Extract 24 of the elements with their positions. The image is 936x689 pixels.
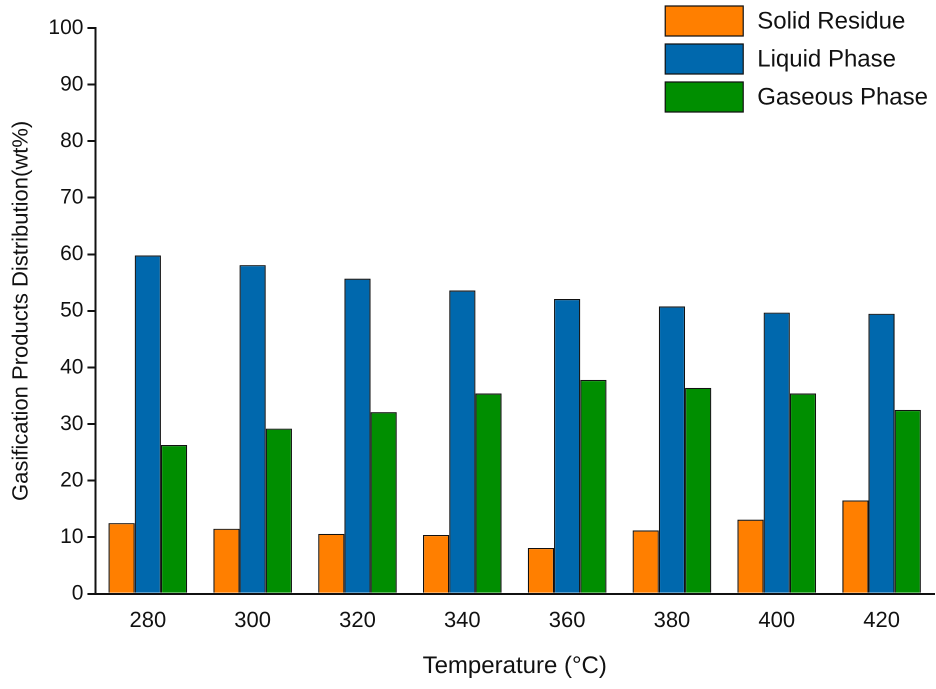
x-tick-label: 340 [444,607,481,632]
y-tick-label: 40 [60,355,84,378]
x-tick-label: 380 [654,607,690,632]
x-tick-label: 420 [863,607,900,632]
y-tick-label: 0 [72,582,84,605]
legend-label: Solid Residue [757,8,906,35]
x-tick-label: 300 [234,607,272,632]
y-tick-label: 80 [60,128,84,152]
y-tick-label: 20 [60,468,84,492]
y-tick-label: 10 [60,525,84,548]
y-axis-title: Gasification Products Distribution(wt%) [7,120,32,502]
x-axis-title: Temperature (°C) [422,652,607,680]
y-tick-label: 100 [48,16,84,39]
legend-label: Liquid Phase [757,46,896,73]
x-tick-label: 400 [758,607,796,632]
legend-label: Gaseous Phase [757,84,928,111]
y-tick-label: 60 [60,242,84,266]
x-tick-label: 280 [129,607,166,632]
y-tick-label: 70 [60,186,84,209]
x-tick-label: 320 [339,607,376,632]
y-tick-label: 30 [60,412,84,435]
x-tick-label: 360 [548,607,586,632]
y-tick-label: 90 [60,72,84,96]
y-tick-label: 50 [60,298,84,322]
